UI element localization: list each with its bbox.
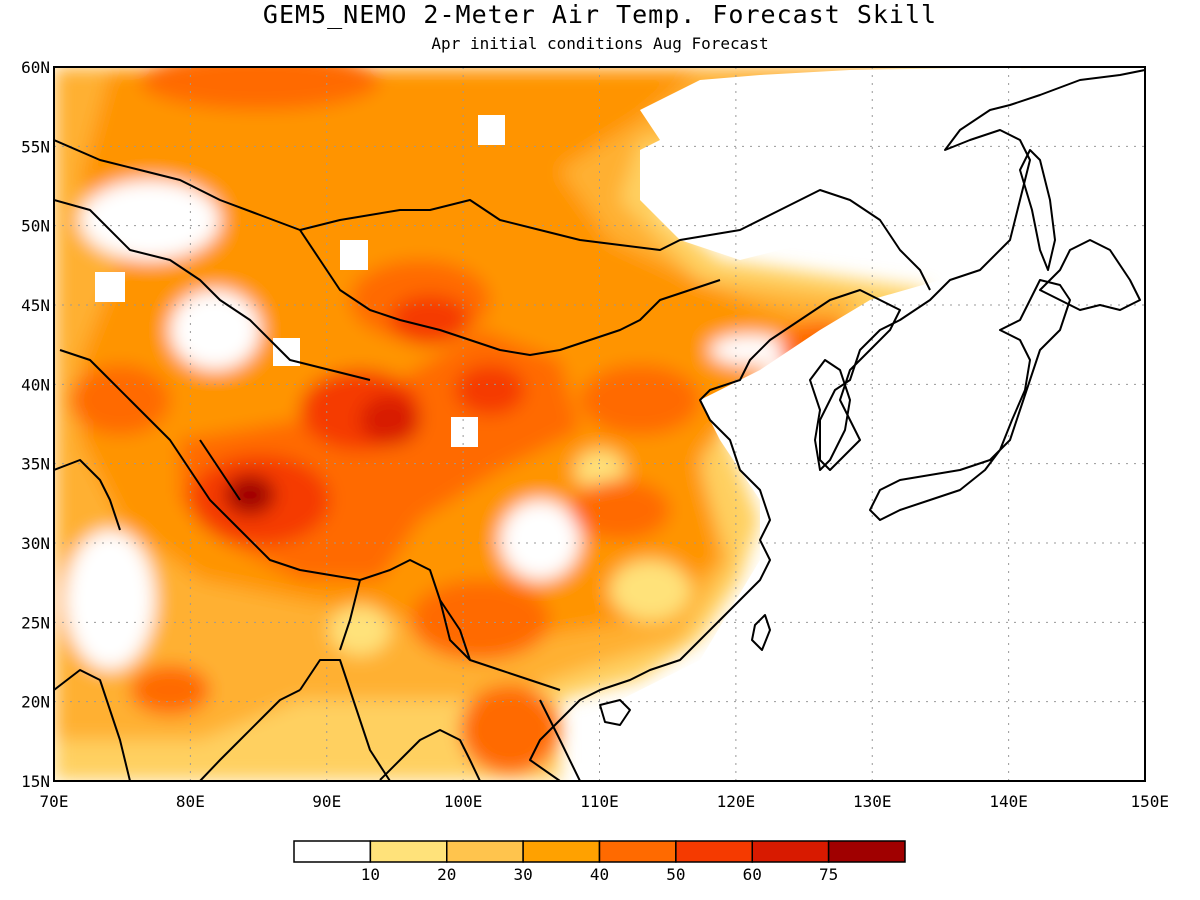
lon-tick-label: 150E (1130, 792, 1169, 811)
lat-tick-label: 60N (21, 58, 50, 77)
lat-tick-label: 25N (21, 613, 50, 632)
lon-tick-label: 140E (989, 792, 1028, 811)
colorbar-label: 30 (513, 865, 532, 884)
lon-tick-label: 130E (853, 792, 892, 811)
colorbar-label: 40 (590, 865, 609, 884)
lat-tick-label: 35N (21, 455, 50, 474)
skill-field (54, 67, 1145, 781)
longitude-labels: 70E 80E 90E 100E 110E 120E 130E 140E 150E (40, 792, 1169, 811)
lat-tick-label: 45N (21, 296, 50, 315)
colorbar-swatch (598, 840, 677, 863)
colorbar-swatch (446, 840, 524, 863)
lon-tick-label: 70E (40, 792, 69, 811)
map-title: GEM5_NEMO 2-Meter Air Temp. Forecast Ski… (262, 0, 938, 29)
colorbar: 10 20 30 40 50 60 75 (293, 840, 906, 884)
colorbar-label: 20 (437, 865, 456, 884)
colorbar-swatch (522, 840, 601, 863)
coastlines (54, 69, 1145, 781)
colorbar-label: 60 (743, 865, 762, 884)
colorbar-swatch (369, 840, 448, 863)
lat-tick-label: 30N (21, 534, 50, 553)
lat-tick-label: 40N (21, 375, 50, 394)
lon-tick-label: 100E (444, 792, 483, 811)
lat-tick-label: 20N (21, 693, 50, 712)
lat-tick-label: 15N (21, 772, 50, 791)
lat-tick-label: 50N (21, 217, 50, 236)
map-subtitle: Apr initial conditions Aug Forecast (431, 34, 769, 53)
colorbar-label: 75 (819, 865, 838, 884)
colorbar-swatch (827, 840, 906, 863)
latitude-labels: 60N 55N 50N 45N 40N 35N 30N 25N 20N 15N (21, 58, 50, 791)
map-frame (53, 66, 1146, 782)
lon-tick-label: 120E (717, 792, 756, 811)
gridlines (54, 67, 1145, 781)
colorbar-swatch (293, 840, 372, 863)
colorbar-label: 10 (361, 865, 380, 884)
lon-tick-label: 80E (176, 792, 205, 811)
lat-tick-label: 55N (21, 137, 50, 156)
colorbar-swatch (751, 840, 830, 863)
colorbar-label: 50 (666, 865, 685, 884)
colorbar-swatch (675, 840, 753, 863)
lon-tick-label: 110E (580, 792, 619, 811)
lon-tick-label: 90E (312, 792, 341, 811)
